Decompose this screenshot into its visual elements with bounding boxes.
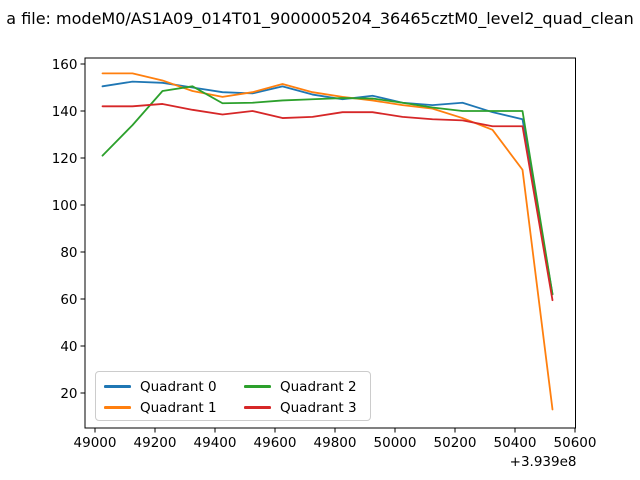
legend-line-quadrant-0-icon: [104, 385, 131, 388]
series-line-quadrant-1: [101, 72, 554, 411]
x-tick-label: 50600: [554, 435, 597, 451]
x-tick-label: 49400: [194, 435, 237, 451]
plot-border: [84, 57, 576, 429]
x-tick-label: 50000: [374, 435, 417, 451]
y-axis: 20 40 60 80 100 120 140 160: [52, 57, 85, 402]
y-tick-label: 120: [52, 151, 78, 167]
series-line-quadrant-2: [101, 85, 554, 296]
x-tick-label: 49000: [74, 435, 117, 451]
x-tick-label: 49200: [134, 435, 177, 451]
axes-spines: [84, 57, 576, 429]
series-line-quadrant-3: [101, 103, 554, 302]
y-tick-label: 140: [52, 104, 78, 120]
legend-entry-quadrant-2: Quadrant 2: [244, 376, 364, 397]
legend-entry-quadrant-3: Quadrant 3: [244, 397, 364, 418]
legend-line-quadrant-2-icon: [244, 385, 271, 388]
x-tick-label: 50200: [434, 435, 477, 451]
x-axis-offset-label: +3.939e8: [510, 454, 577, 470]
legend-label-quadrant-3: Quadrant 3: [280, 399, 357, 416]
x-tick-label: 50400: [494, 435, 537, 451]
x-tick-label: 49600: [254, 435, 297, 451]
legend-label-quadrant-0: Quadrant 0: [140, 378, 217, 395]
legend-label-quadrant-2: Quadrant 2: [280, 378, 357, 395]
y-tick-label: 80: [60, 245, 77, 261]
chart-title: a file: modeM0/AS1A09_014T01_9000005204_…: [6, 9, 634, 28]
legend-label-quadrant-1: Quadrant 1: [140, 399, 217, 416]
legend-entry-quadrant-1: Quadrant 1: [104, 397, 244, 418]
y-tick-label: 60: [60, 292, 77, 308]
x-tick-label: 49800: [314, 435, 357, 451]
x-axis: 49000 49200 49400 49600 49800 50000 50200 50400…: [74, 428, 597, 470]
legend: Quadrant 0 Quadrant 1 Quadrant 2 Quadran…: [95, 371, 371, 421]
series-line-quadrant-0: [101, 80, 554, 296]
legend-line-quadrant-1-icon: [104, 406, 131, 409]
data-series: [101, 72, 554, 411]
y-tick-label: 20: [60, 386, 77, 402]
y-tick-label: 40: [60, 339, 77, 355]
y-tick-label: 160: [52, 57, 78, 73]
legend-entry-quadrant-0: Quadrant 0: [104, 376, 244, 397]
y-tick-label: 100: [52, 198, 78, 214]
legend-line-quadrant-3-icon: [244, 406, 271, 409]
